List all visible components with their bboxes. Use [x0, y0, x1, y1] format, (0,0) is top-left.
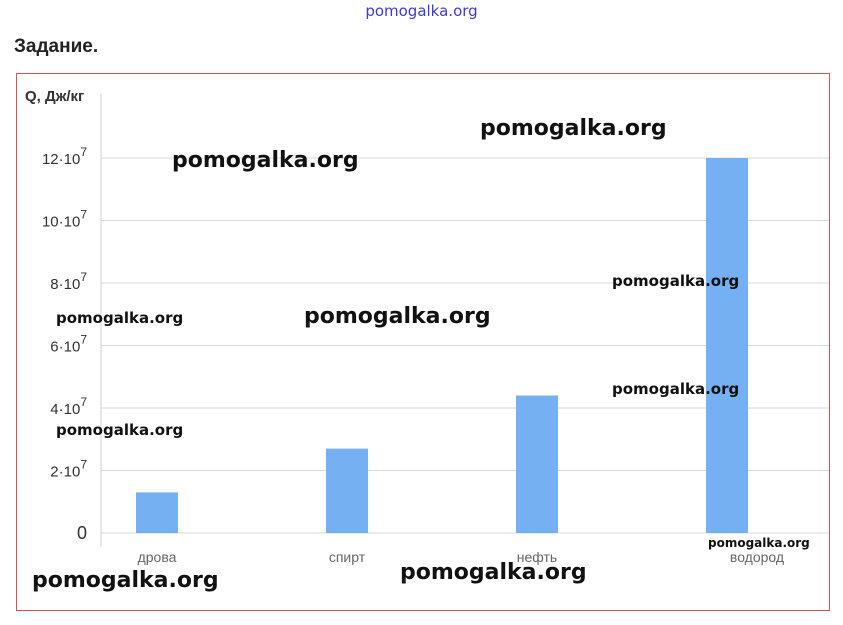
y-axis-label: Q, Дж/кг [25, 88, 84, 105]
x-tick-label: водород [730, 549, 784, 565]
watermark-text: pomogalka.org [56, 421, 184, 439]
y-tick-label: 10·107 [42, 208, 87, 231]
bar-chart: 0 2·107 4·107 6·107 8·107 10·107 12·107 Q, Дж/к… [25, 88, 829, 565]
watermark-text: pomogalka.org [172, 148, 359, 173]
x-tick-label: спирт [329, 549, 366, 565]
watermark-text: pomogalka.org [612, 380, 740, 398]
watermark-text: pomogalka.org [56, 309, 184, 327]
bar-1 [326, 448, 368, 533]
bar-3 [706, 158, 748, 533]
grid-layer [100, 94, 829, 547]
watermark-text: pomogalka.org [32, 568, 219, 593]
label-layer: 0 2·107 4·107 6·107 8·107 10·107 12·107 Q, Дж/к… [25, 88, 784, 565]
x-tick-label: дрова [138, 549, 177, 565]
watermark-text: pomogalka.org [612, 272, 740, 290]
x-tick-label: нефть [517, 549, 557, 565]
task-title: Задание. [14, 36, 99, 57]
watermark-text: pomogalka.org [304, 304, 491, 329]
site-watermark-top: pomogalka.org [365, 2, 478, 20]
y-tick-label: 6·107 [50, 333, 87, 356]
y-tick-label: 0 [77, 523, 87, 543]
y-tick-label: 8·107 [50, 270, 87, 293]
watermark-text: pomogalka.org [400, 560, 587, 585]
chart-frame: 0 2·107 4·107 6·107 8·107 10·107 12·107 Q, Дж/к… [16, 73, 830, 611]
y-tick-label: 4·107 [50, 395, 87, 418]
watermark-text: pomogalka.org [480, 116, 667, 141]
y-tick-label: 2·107 [50, 458, 87, 481]
watermark-text: pomogalka.org [708, 536, 810, 550]
bar-2 [516, 395, 558, 533]
y-tick-label: 12·107 [42, 145, 87, 168]
bar-layer [136, 158, 748, 533]
bar-0 [136, 492, 178, 533]
